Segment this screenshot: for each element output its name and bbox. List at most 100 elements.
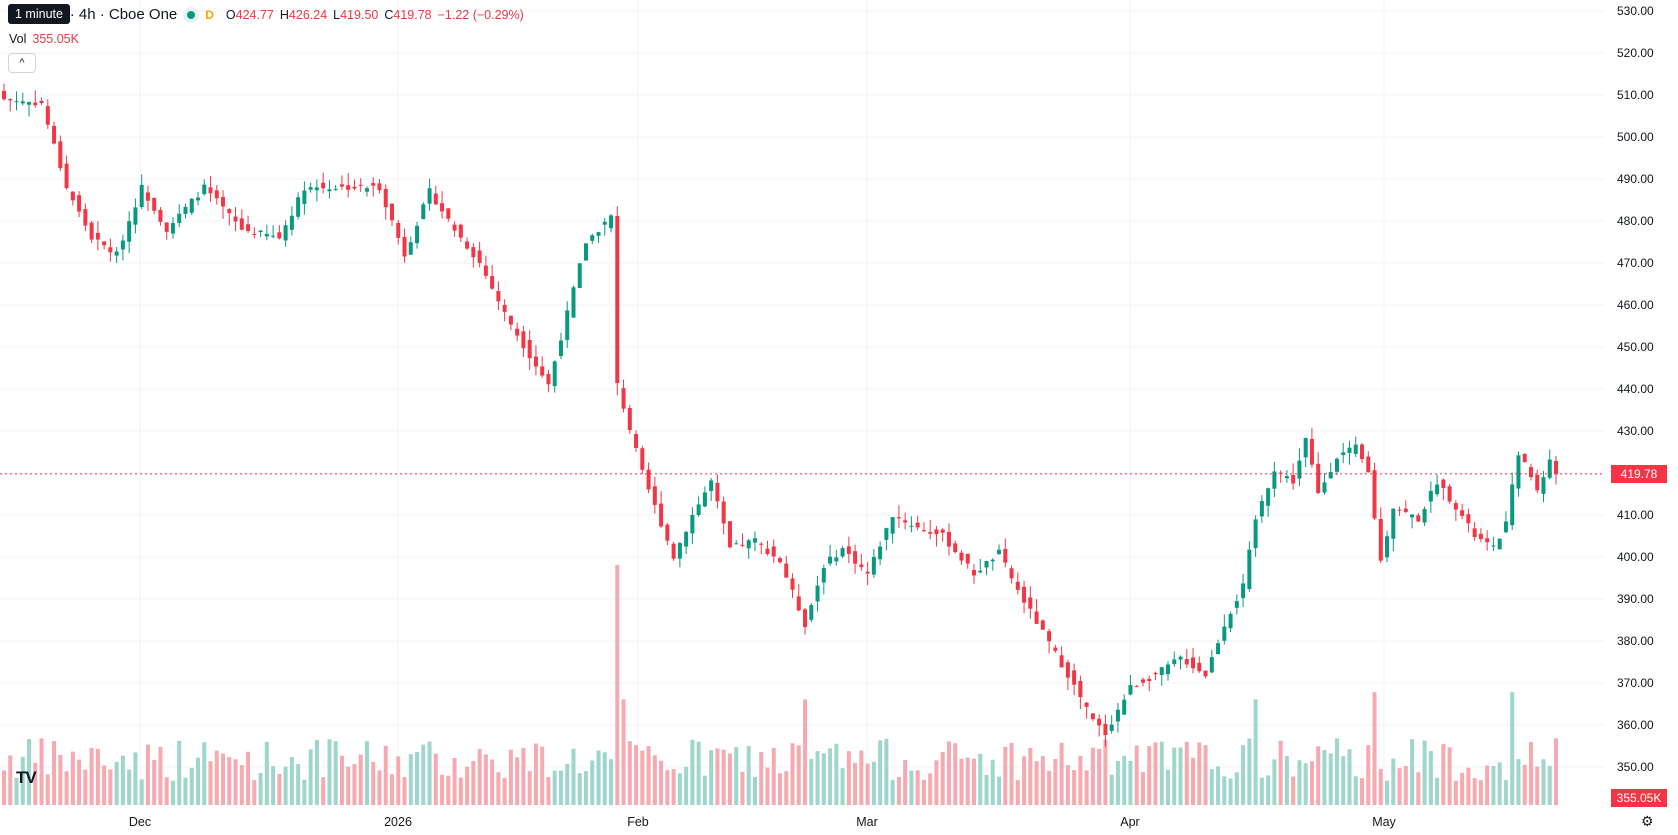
volume-bar: [333, 741, 338, 805]
market-status-icon[interactable]: [183, 6, 200, 23]
volume-bar: [709, 750, 714, 805]
candle-body: [596, 232, 601, 236]
volume-bar: [1510, 692, 1515, 805]
volume-bar: [803, 699, 808, 805]
candle-body: [58, 141, 63, 169]
volume-bar: [8, 755, 13, 805]
volume-bar: [139, 779, 144, 805]
candle-body: [1472, 528, 1477, 538]
volume-bar: [1385, 780, 1390, 805]
candle-body: [1159, 667, 1164, 675]
volume-bar: [52, 740, 57, 805]
volume-bar: [214, 750, 219, 805]
candle-body: [1291, 474, 1296, 484]
candle-body: [233, 216, 238, 222]
candle-body: [1147, 679, 1152, 682]
volume-bar: [602, 752, 607, 805]
volume-bar: [1028, 747, 1033, 805]
candle-body: [108, 247, 113, 253]
volume-bar: [665, 770, 670, 805]
volume-bar: [352, 764, 357, 805]
candle-body: [1322, 482, 1327, 493]
candle-body: [928, 532, 933, 534]
collapse-legend-button[interactable]: ^: [8, 53, 36, 73]
volume-bar: [1303, 763, 1308, 805]
volume-bar: [1159, 741, 1164, 805]
volume-bar: [1347, 749, 1352, 805]
volume-bar: [1203, 745, 1208, 805]
candle-body: [821, 568, 826, 583]
candle-body: [1065, 662, 1070, 678]
candle-body: [20, 101, 25, 104]
volume-bar: [321, 777, 326, 805]
volume-bar: [477, 749, 482, 805]
volume-bar: [565, 763, 570, 805]
candle-body: [64, 163, 69, 189]
volume-bar: [984, 775, 989, 805]
volume-bar: [339, 755, 344, 805]
volume-bar: [1097, 748, 1102, 805]
volume-bar: [909, 770, 914, 805]
candle-body: [1360, 444, 1364, 460]
candle-body: [997, 549, 1002, 555]
volume-bar: [896, 776, 901, 805]
volume-bar: [1128, 760, 1133, 805]
gear-icon[interactable]: ⚙: [1641, 813, 1654, 829]
price-tick-label: 390.00: [1617, 592, 1654, 606]
candle-body: [515, 328, 520, 336]
interval-badge[interactable]: D: [205, 7, 214, 22]
volume-bar: [1322, 750, 1327, 805]
volume-bar: [421, 744, 426, 805]
candle-body: [1316, 463, 1321, 494]
candle-body: [1059, 655, 1064, 668]
candle-body: [383, 188, 388, 208]
volume-bar: [89, 747, 94, 805]
candle-body: [1034, 611, 1039, 624]
candle-body: [421, 204, 426, 220]
volume-bar: [1278, 740, 1283, 805]
chevron-up-icon: ^: [19, 57, 25, 69]
volume-bar: [928, 773, 933, 805]
volume-bar: [1478, 780, 1483, 805]
candle-body: [477, 250, 482, 263]
volume-bar: [1247, 738, 1252, 805]
volume-bar: [533, 743, 538, 805]
volume-bar: [1172, 747, 1177, 805]
volume-bar: [690, 739, 695, 805]
volume-bar: [828, 748, 833, 805]
volume-bar: [790, 743, 795, 805]
candle-body: [1397, 509, 1402, 511]
candle-body: [1503, 521, 1508, 533]
volume-bar: [1441, 744, 1446, 805]
candle-body: [696, 504, 701, 515]
candle-body: [972, 569, 976, 576]
candle-body: [540, 366, 545, 376]
candle-body: [1222, 626, 1227, 641]
volume-bar: [871, 761, 876, 805]
candle-body: [859, 564, 864, 568]
volume-bar: [521, 747, 526, 805]
volume-bar: [83, 769, 88, 805]
volume-bar: [440, 774, 445, 805]
volume-bar: [621, 699, 626, 805]
tradingview-logo-icon[interactable]: TV: [16, 768, 37, 787]
volume-bar: [878, 740, 883, 805]
candle-body: [1128, 685, 1133, 695]
volume-bar: [771, 748, 776, 805]
candle-body: [590, 235, 595, 241]
candle-body: [277, 232, 282, 239]
volume-bar: [1047, 770, 1052, 805]
volume-bar: [446, 775, 451, 805]
candle-body: [189, 198, 194, 213]
candle-body: [896, 517, 901, 519]
candle-body: [803, 609, 808, 628]
volume-bar: [133, 752, 138, 805]
candle-body: [546, 374, 551, 385]
candle-body: [127, 221, 132, 242]
volume-bar: [721, 749, 726, 805]
volume-bar: [1078, 755, 1083, 805]
candle-body: [271, 235, 276, 237]
candle-body: [83, 209, 88, 226]
volume-bar: [1234, 772, 1239, 805]
